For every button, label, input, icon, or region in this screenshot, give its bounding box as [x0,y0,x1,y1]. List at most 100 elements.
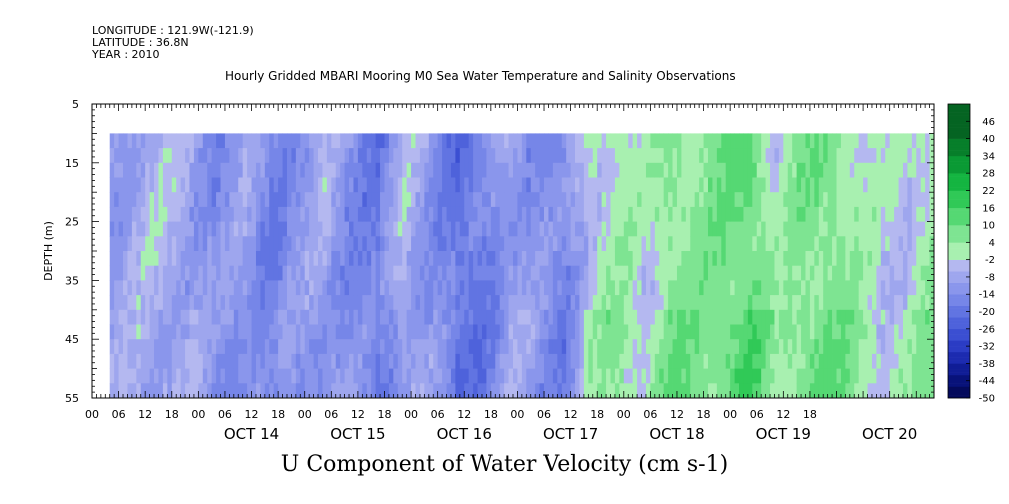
heatmap-cell [539,251,545,267]
heatmap-cell [685,368,691,384]
heatmap-cell [402,133,408,149]
heatmap-cell [131,309,137,325]
heatmap-cell [233,265,239,281]
heatmap-cell [628,295,634,311]
heatmap-cell [149,177,155,193]
heatmap-cell [818,353,824,369]
heatmap-cell [309,324,314,340]
heatmap-cell [446,133,452,149]
heatmap-cell [229,221,235,237]
heatmap-cell [123,162,128,178]
heatmap-cell [814,383,820,399]
heatmap-cell [216,383,221,399]
heatmap-cell [814,353,820,369]
heatmap-cell [845,148,851,164]
heatmap-cell [450,162,456,178]
heatmap-cell [725,221,731,237]
heatmap-cell [747,383,753,399]
heatmap-cell [681,162,687,178]
heatmap-cell [637,309,642,325]
heatmap-cell [397,221,403,237]
heatmap-cell [393,339,399,355]
heatmap-cell [588,265,594,281]
heatmap-cell [411,251,416,267]
heatmap-cell [672,368,678,384]
heatmap-cell [309,206,314,222]
heatmap-cell [778,295,784,311]
heatmap-cell [610,221,616,237]
heatmap-cell [614,251,620,267]
heatmap-cell [437,221,443,237]
heatmap-cell [606,368,611,384]
heatmap-cell [220,162,226,178]
heatmap-cell [916,368,922,384]
heatmap-cell [136,280,142,296]
heatmap-cell [579,162,585,178]
heatmap-cell [894,251,899,267]
heatmap-cell [202,148,208,164]
heatmap-cell [916,192,922,208]
heatmap-cell [858,295,864,311]
heatmap-cell [340,192,345,208]
heatmap-cell [140,177,146,193]
heatmap-cell [654,265,660,281]
heatmap-cell [353,236,359,252]
heatmap-cell [473,265,478,281]
heatmap-cell [894,148,899,164]
heatmap-cell [929,236,935,252]
heatmap-cell [637,339,642,355]
heatmap-cell [676,309,682,325]
heatmap-cell [561,206,567,222]
heatmap-cell [278,133,283,149]
heatmap-cell [739,309,744,325]
heatmap-cell [902,309,908,325]
heatmap-cell [818,236,824,252]
heatmap-cell [513,309,518,325]
heatmap-cell [792,206,798,222]
heatmap-cell [920,177,926,193]
colorbar-swatch [948,383,970,387]
heatmap-cell [659,265,665,281]
heatmap-cell [282,236,288,252]
heatmap-cell [552,162,558,178]
heatmap-cell [344,236,350,252]
heatmap-cell [681,309,687,325]
heatmap-cell [712,280,718,296]
heatmap-cell [818,383,824,399]
heatmap-cell [583,192,589,208]
heatmap-cell [814,295,820,311]
heatmap-cell [650,162,656,178]
heatmap-cell [566,236,572,252]
heatmap-cell [415,162,421,178]
longitude-label: LONGITUDE : 121.9W(-121.9) [92,24,254,37]
heatmap-cell [455,192,461,208]
heatmap-cell [411,383,416,399]
heatmap-cell [916,324,922,340]
heatmap-cell [499,280,505,296]
heatmap-cell [490,324,496,340]
heatmap-cell [269,221,275,237]
heatmap-cell [911,324,917,340]
heatmap-cell [145,368,151,384]
heatmap-cell [384,192,390,208]
heatmap-cell [366,221,372,237]
heatmap-cell [158,192,164,208]
heatmap-cell [765,280,771,296]
heatmap-cell [672,339,678,355]
heatmap-cell [539,280,545,296]
heatmap-cell [725,192,731,208]
heatmap-cell [486,339,492,355]
heatmap-cell [863,339,868,355]
heatmap-cell [787,280,793,296]
heatmap-cell [925,192,930,208]
heatmap-cell [730,192,735,208]
heatmap-cell [202,162,208,178]
heatmap-cell [481,148,487,164]
heatmap-cell [402,177,408,193]
heatmap-cell [309,221,314,237]
heatmap-cell [233,236,239,252]
heatmap-cell [575,280,580,296]
heatmap-cell [570,280,576,296]
heatmap-cell [721,148,727,164]
heatmap-cell [814,133,820,149]
